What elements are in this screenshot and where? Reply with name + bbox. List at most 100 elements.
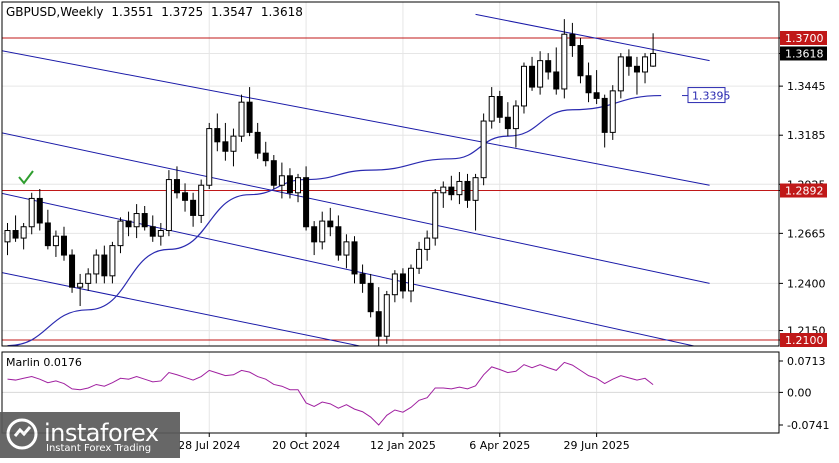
candle bbox=[254, 122, 261, 159]
candle bbox=[391, 270, 398, 303]
candle-body-up bbox=[117, 220, 124, 247]
candle-body-up bbox=[488, 96, 495, 122]
candles bbox=[4, 19, 657, 346]
candle-body-down bbox=[545, 60, 552, 73]
candle bbox=[343, 234, 350, 269]
channel-line bbox=[2, 132, 710, 284]
candle-body-up bbox=[561, 33, 568, 90]
candle-body-down bbox=[593, 92, 600, 99]
x-tick-label: 12 Jan 2025 bbox=[370, 439, 436, 452]
axes: 1.37001.36181.34451.31851.29251.28921.26… bbox=[1, 1, 829, 452]
candle-body-up bbox=[537, 60, 544, 88]
candle-body-down bbox=[633, 65, 640, 73]
candle-body-up bbox=[52, 235, 59, 247]
candle-body-up bbox=[642, 56, 649, 73]
candle bbox=[85, 268, 92, 291]
candle bbox=[319, 211, 326, 250]
candle-body-up bbox=[319, 220, 326, 243]
candle-body-down bbox=[585, 75, 592, 94]
candle-body-down bbox=[529, 65, 536, 88]
candle bbox=[529, 56, 536, 91]
candle-body-up bbox=[480, 120, 487, 179]
candle bbox=[335, 215, 342, 261]
channel-line bbox=[2, 50, 710, 186]
candle-body-up bbox=[512, 105, 519, 130]
channel-line bbox=[2, 272, 363, 346]
candle bbox=[585, 62, 592, 103]
candle bbox=[520, 62, 527, 114]
candle bbox=[149, 215, 156, 242]
candle bbox=[609, 85, 616, 140]
candle-body-down bbox=[141, 213, 148, 228]
candle bbox=[109, 241, 116, 284]
candle bbox=[367, 273, 374, 318]
level-price-label: 1.2100 bbox=[785, 334, 824, 347]
current-price-tag bbox=[780, 46, 827, 61]
candle bbox=[157, 222, 164, 246]
candle bbox=[230, 128, 237, 167]
candle-body-up bbox=[238, 101, 245, 137]
candle bbox=[464, 173, 471, 208]
candle-body-down bbox=[173, 179, 180, 194]
candle-body-down bbox=[601, 97, 608, 133]
candle-body-down bbox=[149, 226, 156, 237]
candle bbox=[399, 268, 406, 299]
candle bbox=[77, 273, 84, 307]
candle bbox=[44, 209, 51, 250]
candle bbox=[117, 217, 124, 254]
candle bbox=[222, 122, 229, 161]
candle-body-up bbox=[295, 177, 302, 194]
indicator-label: Marlin 0.0176 bbox=[6, 356, 82, 369]
candle-body-up bbox=[416, 248, 423, 269]
candle-body-down bbox=[69, 254, 76, 288]
candle-body-down bbox=[303, 177, 310, 228]
candle-body-up bbox=[206, 128, 213, 186]
candle-body-down bbox=[569, 33, 576, 47]
candle-body-up bbox=[424, 237, 431, 250]
candle bbox=[545, 53, 552, 80]
candle bbox=[569, 22, 576, 57]
y-tick-label: 1.2665 bbox=[787, 227, 826, 240]
candle-body-up bbox=[440, 186, 447, 194]
logo-icon bbox=[6, 418, 38, 450]
candle bbox=[69, 249, 76, 293]
candle-body-down bbox=[464, 180, 471, 201]
candle bbox=[198, 179, 205, 223]
candle bbox=[488, 87, 495, 129]
candle-body-down bbox=[60, 235, 67, 256]
candle bbox=[432, 189, 439, 246]
candle bbox=[190, 192, 197, 227]
candle-body-up bbox=[520, 65, 527, 107]
x-tick-label: 28 Jul 2024 bbox=[178, 439, 240, 452]
candle bbox=[295, 173, 302, 203]
candle-body-down bbox=[12, 230, 19, 239]
watermark-logo: instaforex Instant Forex Trading bbox=[0, 412, 180, 458]
candle-body-down bbox=[351, 241, 358, 275]
candle bbox=[262, 141, 269, 167]
candle bbox=[165, 170, 172, 237]
candle-body-up bbox=[85, 273, 92, 284]
candle-body-down bbox=[335, 226, 342, 256]
candle bbox=[512, 100, 519, 148]
logo-name: instaforex bbox=[44, 419, 159, 447]
candle bbox=[125, 211, 132, 237]
candle bbox=[206, 122, 213, 189]
level-price-label: 1.2892 bbox=[785, 185, 824, 198]
candle-body-down bbox=[625, 56, 632, 67]
y-tick-label: 1.3445 bbox=[787, 80, 826, 93]
channel-line bbox=[475, 13, 710, 62]
candle-body-down bbox=[359, 273, 366, 284]
candle-body-up bbox=[157, 230, 164, 237]
candle-body-up bbox=[20, 226, 27, 239]
candle bbox=[593, 70, 600, 105]
candle bbox=[601, 94, 608, 148]
candle-body-up bbox=[109, 245, 116, 277]
candle bbox=[270, 155, 277, 189]
close-value: 1.3618 bbox=[260, 5, 303, 19]
candle bbox=[456, 172, 463, 205]
level-price-tag bbox=[780, 183, 827, 198]
candle-body-up bbox=[617, 56, 624, 92]
candle bbox=[173, 166, 180, 199]
candle bbox=[650, 33, 657, 67]
